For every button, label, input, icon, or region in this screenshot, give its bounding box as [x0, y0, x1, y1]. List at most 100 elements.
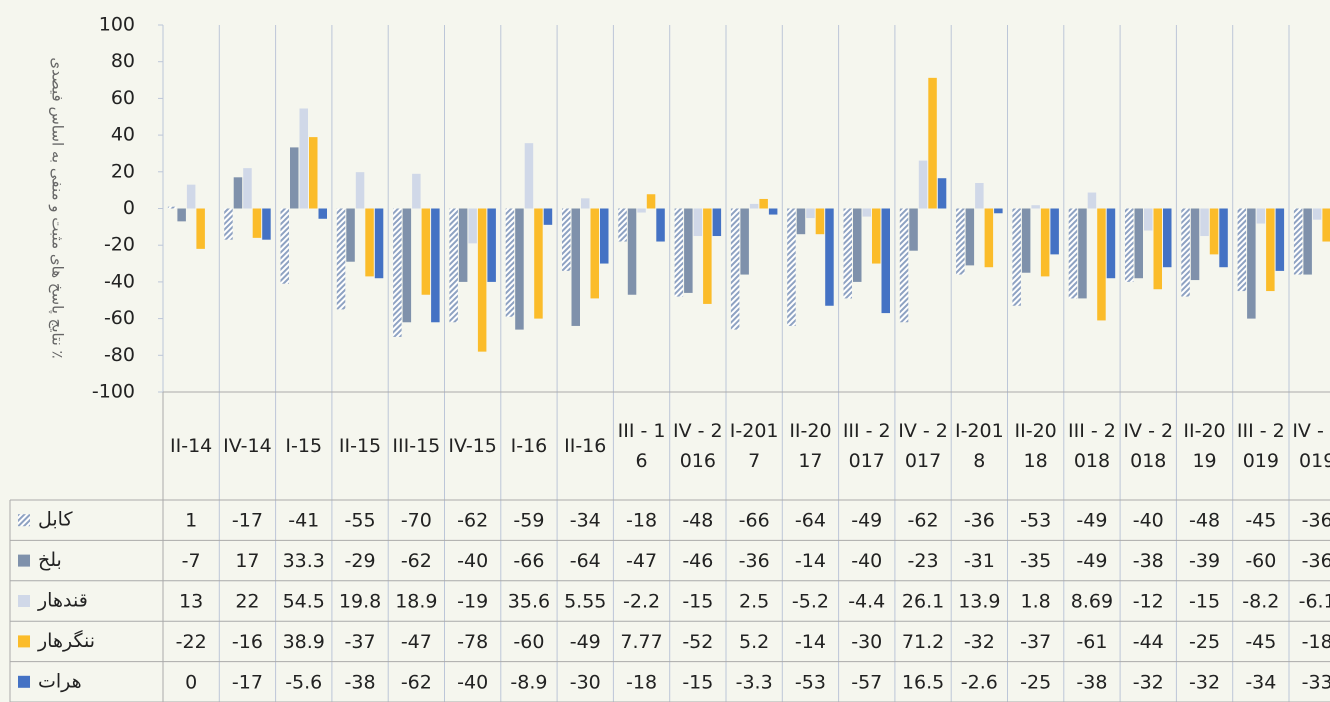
table-value: -31	[964, 550, 995, 572]
table-value: -32	[1189, 671, 1220, 693]
table-value: -32	[1133, 671, 1164, 693]
table-value: -14	[795, 550, 826, 572]
bar	[899, 208, 909, 323]
table-value: -40	[1133, 510, 1164, 532]
bar	[1266, 208, 1275, 292]
y-axis-label: نتایج پاسخ های مثبت و منفی به اساس فیصدی…	[48, 57, 67, 358]
table-value: 16.5	[902, 671, 944, 693]
table-value: -59	[513, 510, 544, 532]
table-value: -25	[1189, 631, 1220, 653]
legend-label: قندهار	[37, 590, 88, 612]
table-value: -8.2	[1242, 591, 1279, 613]
bar	[806, 208, 815, 219]
y-tick-label: 80	[111, 50, 135, 72]
table-value: -38	[1133, 550, 1164, 572]
bar	[853, 208, 862, 282]
bar	[984, 208, 994, 268]
table-value: -35	[1020, 550, 1051, 572]
bar	[1256, 208, 1266, 224]
x-tick-label: I-2018	[954, 420, 1004, 472]
bar	[881, 208, 890, 314]
table-value: 54.5	[283, 591, 325, 613]
x-tick-label: IV-15	[448, 435, 497, 457]
table-value: -4.4	[848, 591, 885, 613]
table-value: -47	[626, 550, 657, 572]
bar	[909, 208, 918, 251]
legend-label: بلخ	[38, 549, 62, 571]
x-tick-label: II-2017	[789, 420, 832, 472]
table-value: -36	[964, 510, 995, 532]
bar	[318, 208, 327, 219]
bar	[712, 208, 722, 237]
bar	[1322, 208, 1330, 242]
x-tick-label: III - 2019	[1236, 420, 1285, 472]
bar	[167, 206, 177, 209]
bar	[1293, 208, 1303, 275]
table-value: -40	[851, 550, 882, 572]
bar	[815, 208, 825, 235]
table-value: -36	[1302, 510, 1330, 532]
bar	[177, 208, 186, 222]
x-tick-label: IV - 2019	[1292, 420, 1330, 472]
x-tick-label: II-15	[338, 435, 382, 457]
bar	[1050, 208, 1059, 255]
bar	[674, 208, 684, 297]
x-tick-label: I-16	[510, 435, 548, 457]
table-value: -49	[851, 510, 882, 532]
table-value: -19	[457, 591, 488, 613]
bar	[1068, 208, 1078, 299]
table-value: -45	[1245, 510, 1276, 532]
bar	[918, 160, 928, 209]
table-value: 8.69	[1071, 591, 1113, 613]
x-tick-label: III - 2018	[1068, 420, 1116, 472]
table-value: 7.77	[620, 631, 662, 653]
table-value: -49	[1076, 550, 1107, 572]
bar	[693, 208, 703, 237]
x-tick-label: II-2018	[1014, 420, 1057, 472]
bar	[787, 208, 796, 326]
table-value: -3.3	[736, 671, 773, 693]
bar	[1012, 208, 1021, 306]
table-value: -62	[401, 550, 432, 572]
y-tick-label: 40	[111, 124, 135, 146]
bar	[299, 108, 308, 209]
bar	[252, 208, 262, 238]
bar	[1247, 208, 1256, 319]
bar	[477, 208, 487, 352]
table-value: -36	[739, 550, 770, 572]
bar	[431, 208, 440, 323]
bar	[571, 208, 580, 326]
table-value: -53	[1020, 510, 1051, 532]
bar	[1078, 208, 1087, 299]
bar	[646, 194, 656, 209]
bar	[562, 208, 571, 271]
table-value: 26.1	[902, 591, 944, 613]
table-value: -48	[682, 510, 713, 532]
x-tick-label: IV - 2016	[673, 420, 723, 472]
bar	[1237, 208, 1247, 292]
legend-label: کابل	[38, 509, 73, 531]
bar	[768, 208, 778, 215]
bar	[1134, 208, 1143, 279]
bar	[1097, 208, 1106, 321]
table-value: 1.8	[1021, 591, 1051, 613]
bar	[937, 178, 947, 209]
bar	[730, 208, 740, 330]
bar	[1190, 208, 1200, 281]
legend-swatch	[18, 635, 30, 648]
x-tick-label: IV - 2017	[898, 420, 948, 472]
bar	[449, 208, 458, 323]
table-value: -18	[626, 510, 657, 532]
y-tick-label: 60	[111, 87, 135, 109]
x-tick-label: I-2017	[729, 420, 779, 472]
bar	[590, 208, 599, 299]
table-value: -70	[401, 510, 432, 532]
y-tick-label: 20	[111, 160, 135, 182]
table-value: -5.6	[285, 671, 322, 693]
bar	[346, 208, 355, 262]
bar	[1040, 208, 1050, 277]
bar	[487, 208, 496, 282]
bar	[393, 208, 402, 337]
